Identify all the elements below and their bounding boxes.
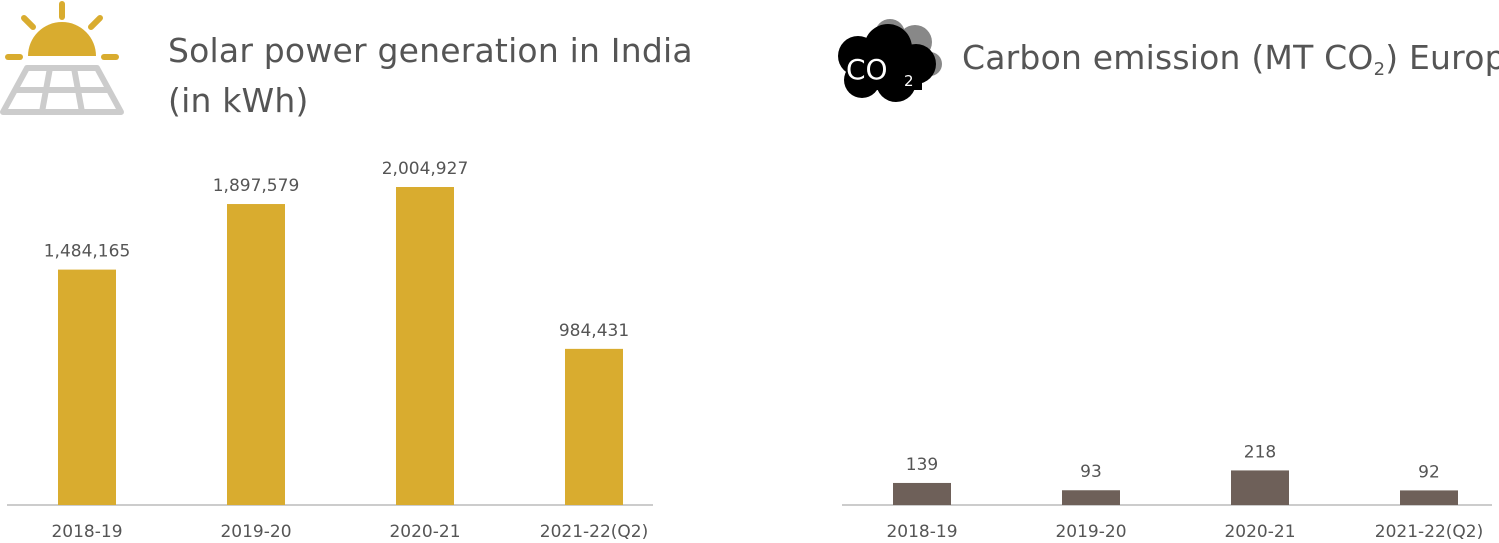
carbon-bar-chart: 139 2018-19 93 2019-20 218 2020-21 92 2021-22(Q… — [842, 442, 1492, 542]
bar-2021-22(Q2) — [1400, 490, 1458, 505]
x-tick-label: 2018-19 — [51, 522, 122, 542]
carbon-chart-panel: CO 2 Carbon emission (MT CO2) Europe 139… — [830, 0, 1499, 543]
chart-title: Carbon emission (MT CO2) Europe — [962, 33, 1499, 95]
co2-icon-text: CO — [846, 53, 888, 86]
bar-2020-21 — [396, 187, 454, 505]
solar-bar-chart: 1,484,165 2018-19 1,897,579 2019-20 2,004,92… — [7, 159, 653, 542]
x-tick-label: 2021-22(Q2) — [1375, 522, 1484, 542]
chart-title: Solar power generation in India (in kWh) — [168, 31, 693, 120]
bar-2018-19 — [58, 269, 116, 505]
x-tick-label: 2018-19 — [886, 522, 957, 542]
data-label: 92 — [1418, 462, 1440, 482]
co2-icon-subscript: 2 — [904, 72, 914, 90]
data-label: 1,897,579 — [213, 176, 300, 196]
x-tick-label: 2020-21 — [1224, 522, 1295, 542]
bar-2019-20 — [1062, 490, 1120, 505]
title-end: ) Europe — [1385, 38, 1499, 77]
bar-2018-19 — [893, 482, 951, 505]
data-label: 984,431 — [559, 321, 629, 341]
bar-2020-21 — [1231, 470, 1289, 505]
title-subscript: 2 — [1373, 59, 1386, 80]
data-label: 1,484,165 — [44, 242, 131, 262]
x-tick-label: 2021-22(Q2) — [540, 522, 649, 542]
title-main: Carbon emission (MT CO — [962, 38, 1374, 77]
data-label: 2,004,927 — [382, 159, 469, 179]
co2-cloud-icon: CO 2 — [838, 19, 942, 102]
solar-panel-sun-icon — [0, 1, 124, 115]
x-tick-label: 2020-21 — [389, 522, 460, 542]
solar-chart-panel: Solar power generation in India (in kWh)… — [0, 0, 700, 543]
x-tick-label: 2019-20 — [1055, 522, 1126, 542]
bar-2019-20 — [227, 204, 285, 505]
data-label: 93 — [1080, 462, 1102, 482]
x-tick-label: 2019-20 — [220, 522, 291, 542]
bar-2021-22(Q2) — [565, 348, 623, 505]
data-label: 218 — [1244, 442, 1276, 462]
data-label: 139 — [906, 455, 938, 475]
